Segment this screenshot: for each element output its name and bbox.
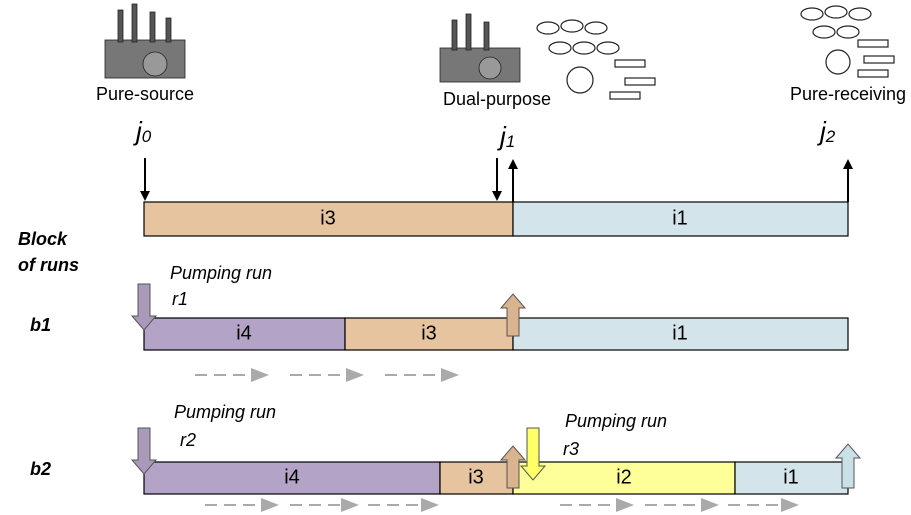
node-id: j0 [133, 116, 152, 147]
run-id: r2 [180, 430, 196, 450]
segment-label: i1 [672, 207, 688, 229]
run-title: Pumping run [565, 411, 667, 431]
segment-label: i4 [284, 466, 300, 488]
segment-label: i3 [320, 207, 336, 229]
flow-arrows [145, 158, 848, 202]
tanks-icon [537, 20, 655, 99]
refinery-icon [105, 4, 185, 78]
block-label: b2 [30, 459, 51, 479]
node-label: Pure-source [96, 84, 194, 104]
run-id: r1 [172, 289, 188, 309]
node-subscript: 2 [825, 127, 836, 146]
section-label: of runs [18, 255, 79, 275]
segment-label: i3 [468, 466, 484, 488]
run-title: Pumping run [170, 263, 272, 283]
run-id: r3 [563, 439, 579, 459]
node-label: Pure-receiving [790, 84, 906, 104]
segment-label: i3 [421, 322, 437, 344]
node-label: Dual-purpose [443, 89, 551, 109]
segment-label: i1 [672, 322, 688, 344]
segment-label: i1 [783, 466, 799, 488]
node-id: j1 [497, 121, 515, 152]
section-label: Block [18, 229, 68, 249]
tanks-icon [801, 6, 894, 77]
segment-label: i2 [616, 466, 632, 488]
refinery-icon [440, 14, 520, 82]
node-subscript: 0 [142, 127, 152, 146]
segment-label: i4 [236, 322, 252, 344]
diagram: Pure-source Dual-purpose Pure-receiving … [0, 0, 911, 515]
run-title: Pumping run [174, 402, 276, 422]
block-label: b1 [30, 315, 51, 335]
node-id: j2 [817, 116, 836, 147]
node-subscript: 1 [506, 132, 515, 151]
